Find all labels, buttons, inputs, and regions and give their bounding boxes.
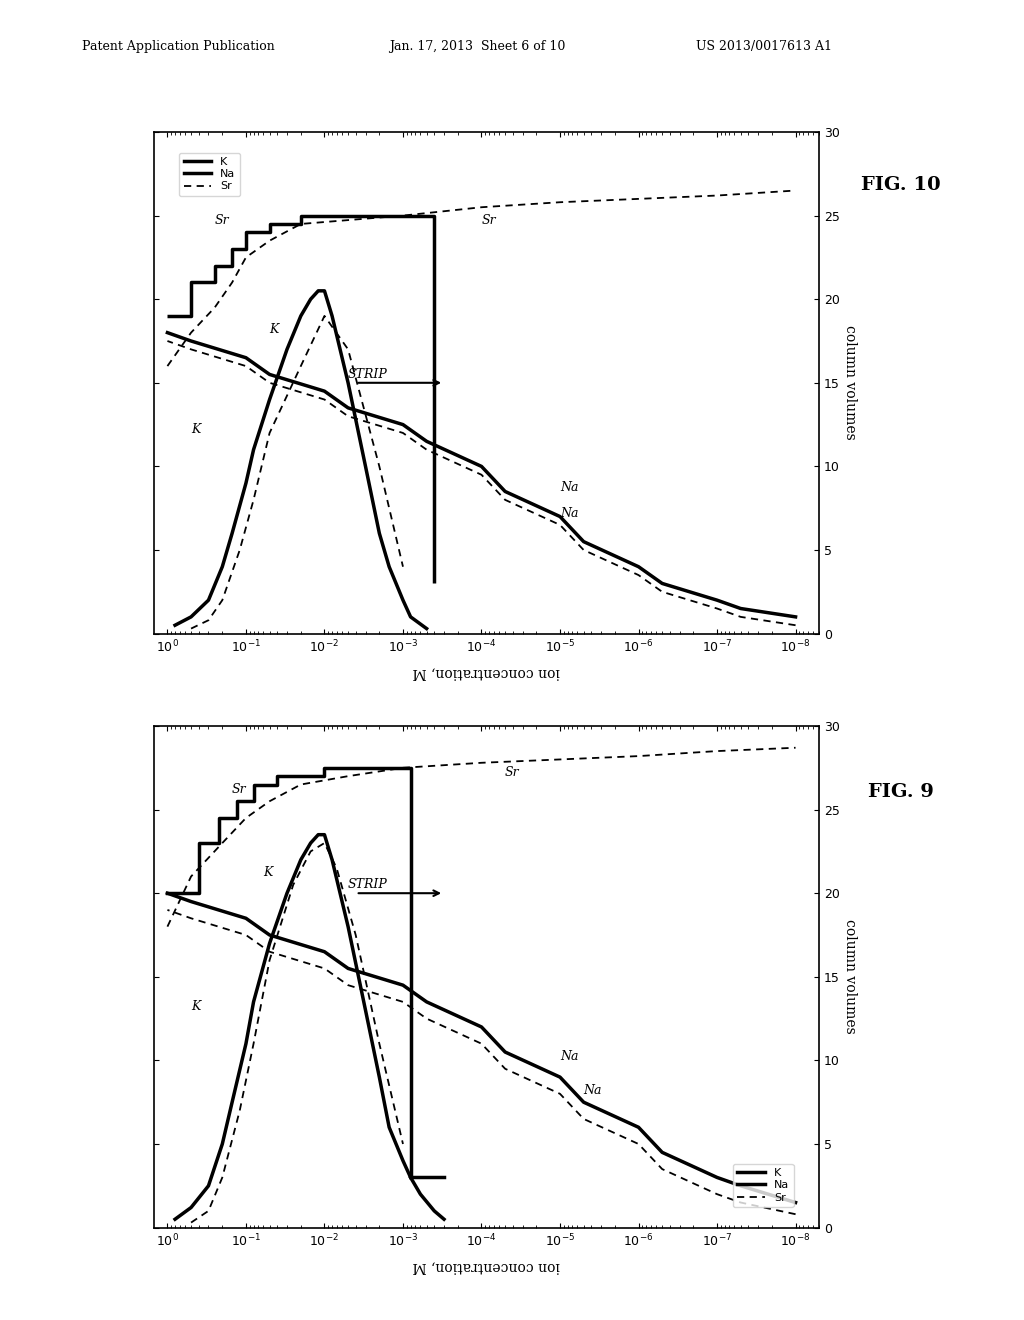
Text: STRIP: STRIP — [348, 878, 388, 891]
Text: K: K — [263, 866, 272, 879]
Text: US 2013/0017613 A1: US 2013/0017613 A1 — [696, 40, 833, 53]
X-axis label: ion concentration, M: ion concentration, M — [413, 667, 560, 680]
Text: Na: Na — [584, 1084, 602, 1097]
Text: Patent Application Publication: Patent Application Publication — [82, 40, 274, 53]
Text: Jan. 17, 2013  Sheet 6 of 10: Jan. 17, 2013 Sheet 6 of 10 — [389, 40, 565, 53]
Text: Sr: Sr — [232, 783, 247, 796]
X-axis label: ion concentration, M: ion concentration, M — [413, 1261, 560, 1274]
Text: Na: Na — [560, 507, 579, 520]
Text: Sr: Sr — [215, 214, 229, 227]
Y-axis label: column volumes: column volumes — [843, 326, 857, 440]
Text: K: K — [269, 322, 279, 335]
Text: FIG. 10: FIG. 10 — [861, 176, 941, 194]
Text: Na: Na — [560, 482, 579, 495]
Legend: K, Na, Sr: K, Na, Sr — [733, 1164, 794, 1206]
Text: FIG. 9: FIG. 9 — [868, 783, 934, 801]
Text: K: K — [191, 1001, 201, 1014]
Text: STRIP: STRIP — [348, 368, 388, 380]
Text: K: K — [191, 422, 201, 436]
Text: Sr: Sr — [505, 766, 520, 779]
Legend: K, Na, Sr: K, Na, Sr — [179, 153, 240, 195]
Text: Na: Na — [560, 1051, 579, 1064]
Text: Sr: Sr — [481, 214, 496, 227]
Y-axis label: column volumes: column volumes — [843, 920, 857, 1034]
